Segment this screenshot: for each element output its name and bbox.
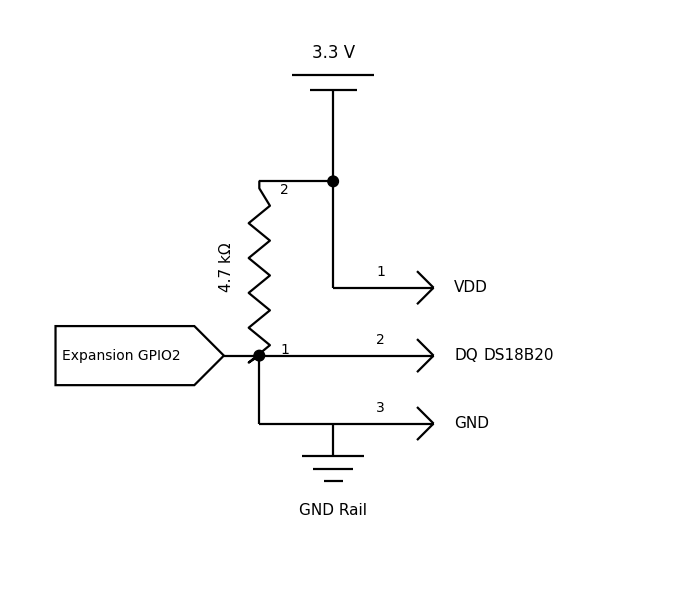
Text: 2: 2 <box>376 333 385 347</box>
Text: GND Rail: GND Rail <box>299 503 367 518</box>
Text: 4.7 kΩ: 4.7 kΩ <box>220 242 235 292</box>
Text: 3.3 V: 3.3 V <box>312 44 355 62</box>
Text: Expansion GPIO2: Expansion GPIO2 <box>62 349 181 362</box>
Circle shape <box>328 176 339 187</box>
Circle shape <box>254 350 265 361</box>
Text: DS18B20: DS18B20 <box>484 348 555 363</box>
Text: 3: 3 <box>376 401 385 415</box>
Text: 1: 1 <box>376 265 385 279</box>
Text: 2: 2 <box>280 183 289 197</box>
Text: DQ: DQ <box>454 348 478 363</box>
Text: 1: 1 <box>280 343 289 357</box>
Text: GND: GND <box>454 416 489 431</box>
Text: VDD: VDD <box>454 280 488 295</box>
